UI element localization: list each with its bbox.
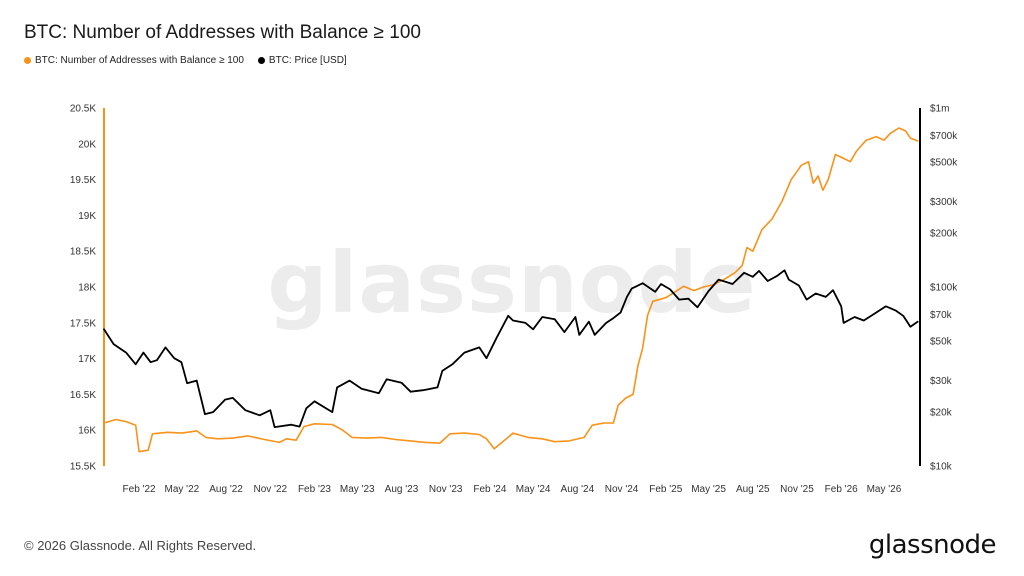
x-tick-label: Nov '24	[605, 484, 639, 495]
x-tick-label: May '24	[516, 484, 551, 495]
left-tick-label: 19.5K	[70, 175, 96, 186]
glassnode-logo[interactable]: glassnode	[868, 530, 997, 560]
x-tick-label: May '23	[340, 484, 375, 495]
right-tick-label: $100k	[930, 283, 958, 294]
addresses-series-line[interactable]	[103, 127, 919, 453]
left-tick-label: 20.5K	[70, 104, 96, 115]
x-tick-label: Aug '24	[561, 484, 595, 495]
legend-item-price[interactable]: BTC: Price [USD]	[257, 55, 347, 66]
left-tick-label: 18K	[78, 283, 96, 294]
right-tick-label: $700k	[930, 131, 958, 142]
x-tick-label: Feb '25	[649, 484, 682, 495]
series-group	[103, 127, 919, 453]
x-tick-label: Feb '22	[123, 484, 156, 495]
copyright-text: © 2026 Glassnode. All Rights Reserved.	[24, 538, 257, 553]
watermark: glassnode	[267, 234, 756, 332]
left-tick-label: 20K	[78, 139, 96, 150]
legend-label-addresses: BTC: Number of Addresses with Balance ≥ …	[35, 55, 244, 66]
right-tick-label: $300k	[930, 197, 958, 208]
x-tick-label: Aug '23	[385, 484, 419, 495]
x-tick-label: Nov '25	[780, 484, 814, 495]
chart-title: BTC: Number of Addresses with Balance ≥ …	[24, 22, 421, 43]
right-tick-label: $70k	[930, 310, 953, 321]
x-tick-label: Nov '22	[253, 484, 287, 495]
x-tick-label: Aug '25	[736, 484, 770, 495]
price-series-line[interactable]	[103, 269, 919, 429]
right-tick-label: $500k	[930, 157, 958, 168]
right-tick-label: $50k	[930, 336, 953, 347]
x-tick-label: May '26	[867, 484, 902, 495]
left-tick-label: 18.5K	[70, 247, 96, 258]
x-tick-label: Aug '22	[209, 484, 243, 495]
x-axis-ticks: Feb '22 May '22 Aug '22 Nov '22 Feb '23 May '…	[123, 484, 902, 495]
x-tick-label: Feb '23	[298, 484, 331, 495]
chart-legend: BTC: Number of Addresses with Balance ≥ …	[24, 55, 347, 66]
left-tick-label: 19K	[78, 211, 96, 222]
left-axis-ticks: 15.5K 16K 16.5K 17K 17.5K 18K 18.5K 19K 19.5K 20K…	[70, 104, 96, 473]
right-tick-label: $200k	[930, 229, 958, 240]
x-tick-label: Feb '26	[825, 484, 858, 495]
x-tick-label: Nov '23	[429, 484, 463, 495]
right-tick-label: $30k	[930, 376, 953, 387]
right-axis-ticks: $10k $20k $30k $50k $70k $100k $200k $300k $500k…	[930, 104, 958, 473]
left-tick-label: 15.5K	[70, 462, 96, 473]
legend-label-price: BTC: Price [USD]	[268, 55, 347, 66]
legend-swatch-price	[257, 57, 265, 64]
legend-swatch-addresses	[24, 57, 31, 64]
left-tick-label: 16K	[78, 426, 96, 437]
right-tick-label: $1m	[930, 104, 949, 115]
right-tick-label: $10k	[930, 462, 953, 473]
left-tick-label: 17.5K	[70, 318, 96, 329]
left-tick-label: 16.5K	[70, 390, 96, 401]
right-tick-label: $20k	[930, 408, 953, 419]
legend-item-addresses[interactable]: BTC: Number of Addresses with Balance ≥ …	[24, 55, 244, 66]
x-tick-label: May '25	[691, 484, 726, 495]
x-tick-label: May '22	[165, 484, 200, 495]
left-tick-label: 17K	[78, 354, 96, 365]
x-tick-label: Feb '24	[473, 484, 506, 495]
